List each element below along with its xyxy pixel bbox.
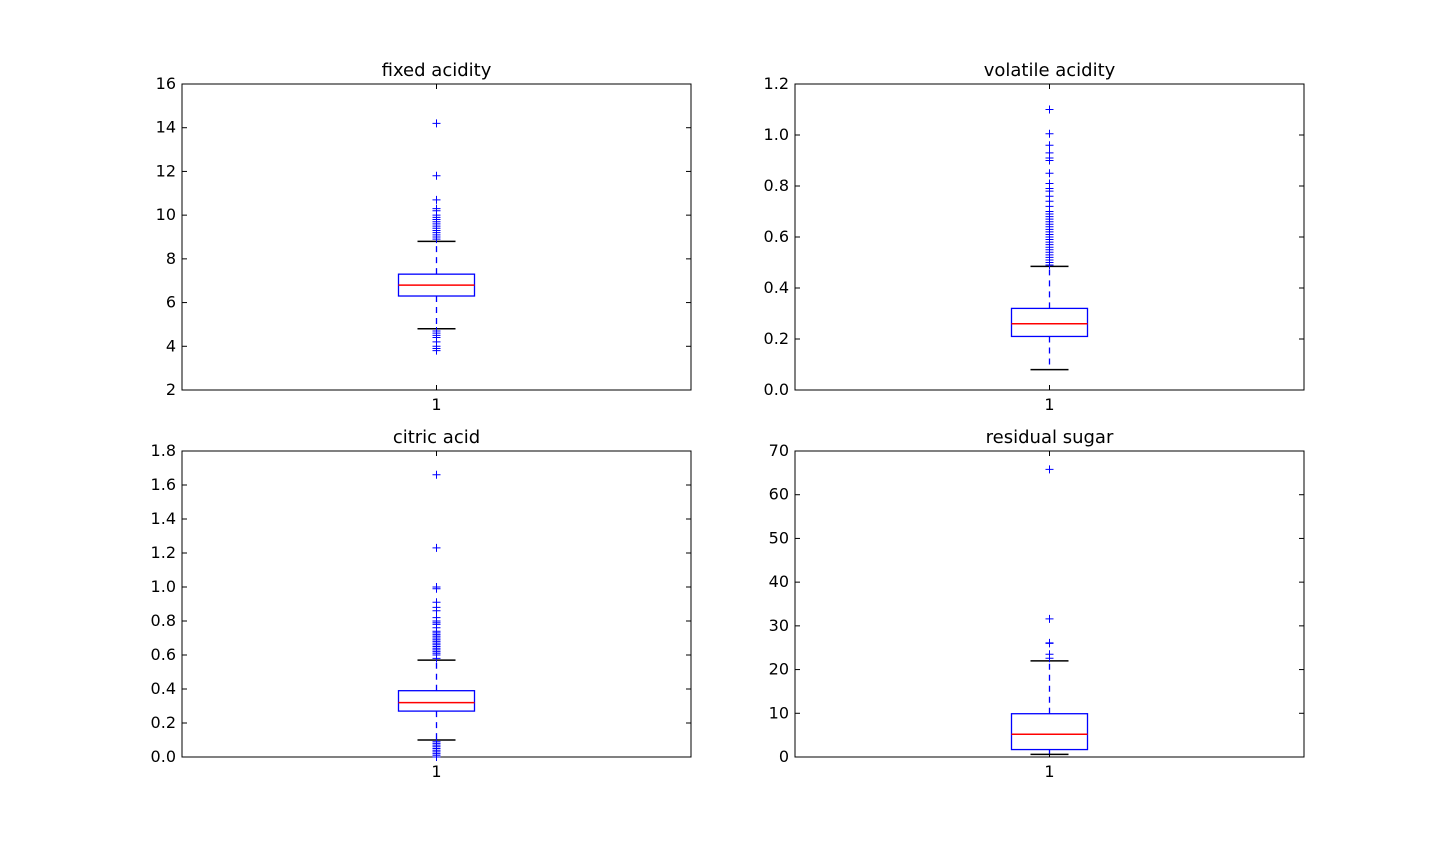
y-tick-label: 8: [166, 249, 176, 268]
outlier-marker: [432, 598, 441, 607]
y-tick-label: 1.8: [151, 441, 176, 460]
y-tick-label: 1.6: [151, 475, 176, 494]
iqr-box: [397, 690, 476, 712]
y-tick-label: 6: [166, 293, 176, 312]
subplot-citric-acid: citric acid 0.0 0.2 0.4 0.6 0.8 1.0 1.2 1.4 1.6 1…: [151, 427, 692, 781]
chart-title: residual sugar: [986, 427, 1114, 448]
outlier-marker: [432, 326, 441, 335]
y-tick-label: 0.6: [151, 645, 176, 664]
x-tick-label: 1: [431, 395, 441, 414]
subplot-fixed-acidity: fixed acidity 2 4 6 8 10 12 14 16 1: [156, 60, 692, 414]
outlier-marker: [432, 171, 441, 180]
chart-title: volatile acidity: [984, 60, 1116, 81]
y-tick-label: 0.8: [151, 611, 176, 630]
subplot-volatile-acidity: volatile acidity 0.0 0.2 0.4 0.6 0.8 1.0 1.2 1: [764, 60, 1305, 414]
subplot-residual-sugar: residual sugar 0 10 20 30 40 50 60 70 1: [769, 427, 1305, 781]
outlier-marker: [1045, 148, 1054, 157]
outlier-marker: [432, 470, 441, 479]
outlier-marker: [1045, 169, 1054, 178]
y-tick-label: 1.2: [151, 543, 176, 562]
y-tick-label: 1.4: [151, 509, 176, 528]
y-tick-label: 16: [156, 74, 176, 93]
outlier-marker: [1045, 179, 1054, 188]
outlier-marker: [432, 613, 441, 622]
y-tick-label: 70: [769, 441, 789, 460]
y-tick-label: 20: [769, 660, 789, 679]
outlier-marker: [432, 583, 441, 591]
x-tick-label: 1: [431, 762, 441, 781]
iqr-box: [1010, 713, 1089, 751]
y-tick-label: 10: [769, 703, 789, 722]
y-tick-label: 2: [166, 380, 176, 399]
y-tick-label: 0.0: [764, 380, 789, 399]
y-tick-label: 50: [769, 528, 789, 547]
outlier-marker: [432, 195, 441, 204]
y-tick-label: 0.4: [764, 278, 789, 297]
outlier-marker: [1045, 141, 1054, 150]
iqr-box: [1010, 307, 1089, 338]
chart-title: citric acid: [393, 427, 480, 448]
y-tick-label: 60: [769, 485, 789, 504]
y-tick-label: 1.0: [151, 577, 176, 596]
y-tick-label: 0.0: [151, 747, 176, 766]
y-tick-label: 1.0: [764, 125, 789, 144]
outlier-marker: [1045, 105, 1054, 114]
outlier-marker: [1045, 465, 1054, 474]
y-tick-label: 14: [156, 118, 176, 137]
y-tick-label: 1.2: [764, 74, 789, 93]
y-tick-label: 0.8: [764, 176, 789, 195]
y-tick-label: 0: [779, 747, 789, 766]
y-tick-label: 0.2: [764, 329, 789, 348]
y-tick-label: 30: [769, 616, 789, 635]
y-tick-label: 0.2: [151, 713, 176, 732]
outlier-marker: [1045, 129, 1054, 138]
x-tick-label: 1: [1044, 762, 1054, 781]
y-tick-label: 40: [769, 572, 789, 591]
y-tick-label: 0.4: [151, 679, 176, 698]
outlier-marker: [432, 204, 441, 213]
y-tick-label: 0.6: [764, 227, 789, 246]
chart-title: fixed acidity: [382, 60, 492, 81]
y-tick-label: 12: [156, 161, 176, 180]
outlier-marker: [1045, 638, 1054, 647]
outlier-marker: [432, 119, 441, 128]
outlier-marker: [432, 543, 441, 552]
x-tick-label: 1: [1044, 395, 1054, 414]
outlier-marker: [1045, 650, 1054, 659]
y-tick-label: 4: [166, 336, 176, 355]
outlier-marker: [432, 737, 441, 746]
outlier-marker: [1045, 614, 1054, 623]
y-tick-label: 10: [156, 205, 176, 224]
